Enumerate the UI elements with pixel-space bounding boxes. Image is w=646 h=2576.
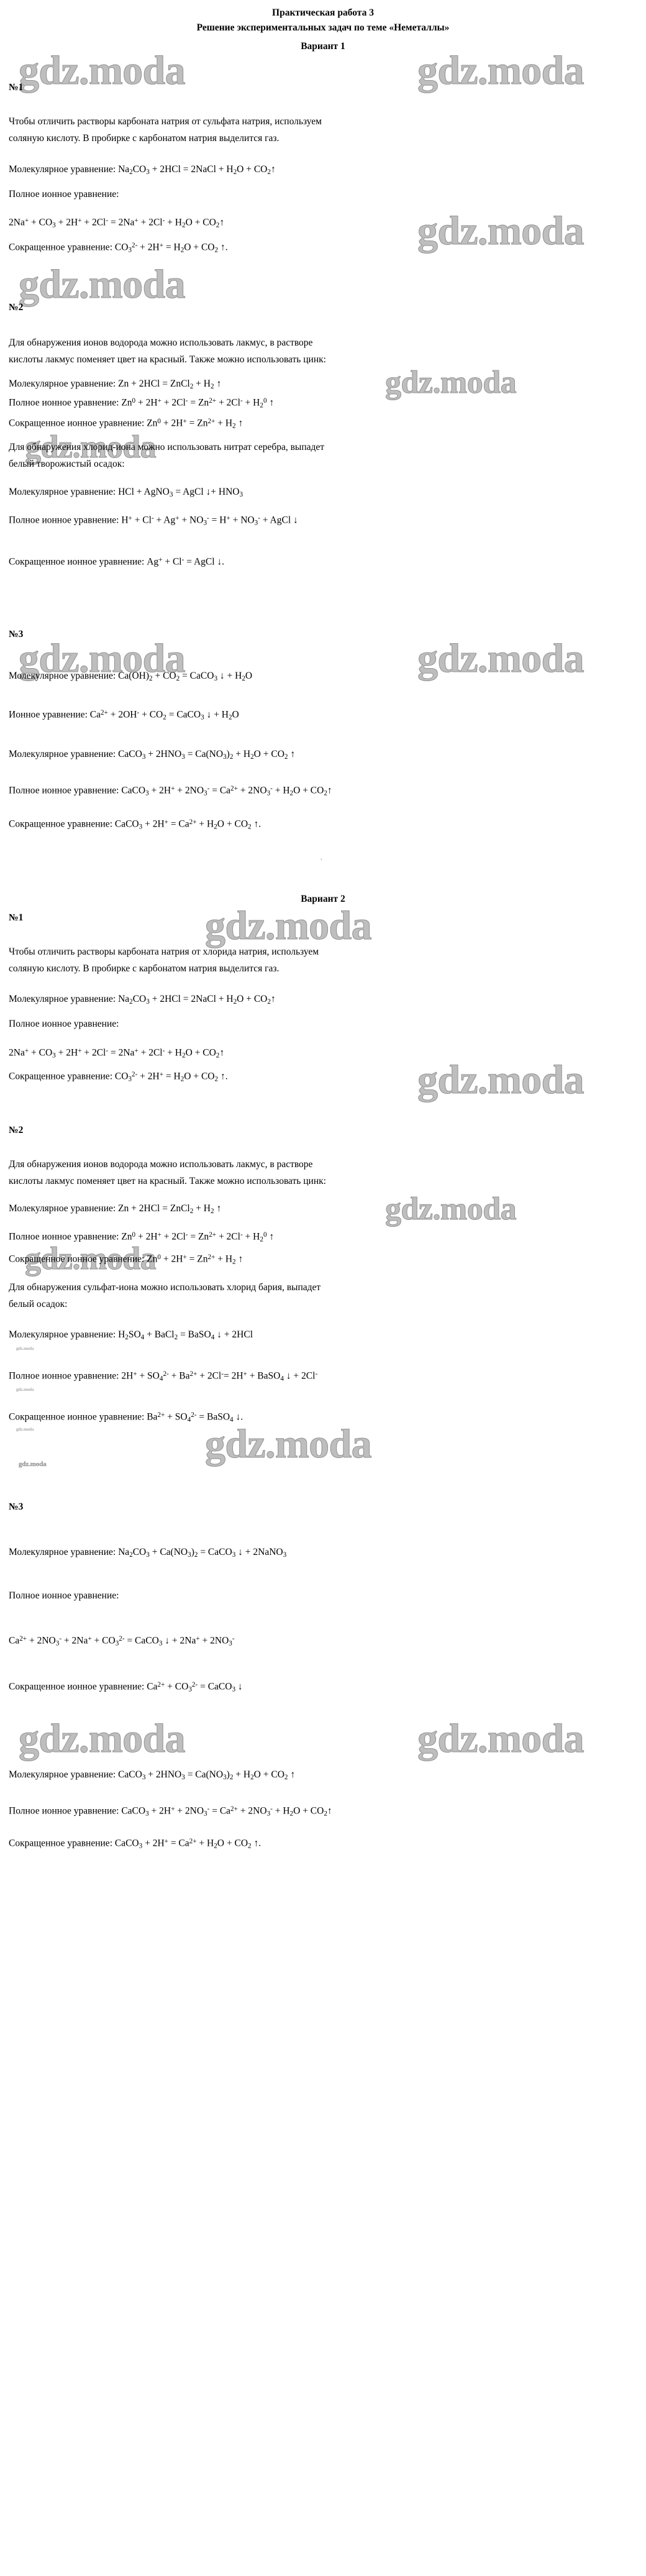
- task-paragraph: соляную кислоту. В пробирке с карбонатом…: [9, 963, 280, 974]
- equation-line: Молекулярное уравнение: Na2CO3 + 2HCl = …: [9, 164, 276, 176]
- equation-line: Полное ионное уравнение: H+ + Cl- + Ag+ …: [9, 515, 298, 527]
- equation-line: Ионное уравнение: Ca2+ + 2OH- + CO2 = Ca…: [9, 709, 239, 722]
- equation-line: 2Na+ + CO3 + 2H+ + 2Cl- = 2Na+ + 2Cl- + …: [9, 217, 225, 229]
- page-title: Практическая работа 3: [272, 7, 374, 18]
- watermark-logo: gdz.moda: [417, 48, 585, 94]
- task-paragraph: кислоты лакмус поменяет цвет на красный.…: [9, 354, 326, 365]
- watermark-logo: gdz.moda: [417, 636, 585, 682]
- equation-line: Сокращенное уравнение: CaCO3 + 2H+ = Ca2…: [9, 1838, 262, 1850]
- equation-line: Полное ионное уравнение: 2H+ + SO42- + B…: [9, 1370, 318, 1383]
- task-number: №1: [9, 82, 24, 93]
- equation-line: Полное ионное уравнение: CaCO3 + 2H+ + 2…: [9, 785, 332, 797]
- watermark-logo: gdz.moda: [417, 1057, 585, 1103]
- equation-line: Полное ионное уравнение: Zn0 + 2H+ + 2Cl…: [9, 1231, 275, 1244]
- task-paragraph: Чтобы отличить растворы карбоната натрия…: [9, 947, 319, 957]
- equation-line: Молекулярное уравнение: CaCO3 + 2HNO3 = …: [9, 749, 296, 761]
- equation-label: Полное ионное уравнение:: [9, 1019, 119, 1029]
- task-number: №3: [9, 629, 24, 639]
- equation-line: Молекулярное уравнение: H2SO4 + BaCl2 = …: [9, 1329, 253, 1341]
- watermark-logo: gdz.moda: [384, 1191, 517, 1227]
- equation-line: Сокращенное ионное уравнение: Ba2+ + SO4…: [9, 1411, 243, 1424]
- equation-line: Молекулярное уравнение: HCl + AgNO3 = Ag…: [9, 487, 243, 498]
- variant-1-heading: Вариант 1: [301, 41, 345, 52]
- equation-line: Сокращенное ионное уравнение: Ag+ + Cl- …: [9, 556, 225, 567]
- watermark-logo-small: gdz.moda: [16, 1387, 34, 1392]
- watermark-logo-small: gdz.moda: [16, 1427, 34, 1432]
- task-paragraph: белый творожистый осадок:: [9, 459, 125, 469]
- equation-line: Сокращенное уравнение: CO32- + 2H+ = H2O…: [9, 242, 228, 254]
- equation-line: Сокращенное уравнение: CaCO3 + 2H+ = Ca2…: [9, 818, 262, 831]
- equation-line: Молекулярное уравнение: CaCO3 + 2HNO3 = …: [9, 1769, 296, 1781]
- equation-line: 2Na+ + CO3 + 2H+ + 2Cl- = 2Na+ + 2Cl- + …: [9, 1047, 225, 1060]
- watermark-logo: gdz.moda: [19, 1716, 186, 1762]
- watermark-logo: gdz.moda: [417, 1716, 585, 1762]
- task-paragraph: Чтобы отличить растворы карбоната натрия…: [9, 116, 322, 127]
- equation-line: Сокращенное уравнение: CO32- + 2H+ = H2O…: [9, 1071, 228, 1083]
- watermark-logo: gdz.moda: [384, 365, 517, 401]
- task-number: №2: [9, 302, 24, 313]
- variant-2-heading: Вариант 2: [301, 894, 345, 904]
- task-paragraph: Для обнаружения хлорид-иона можно исполь…: [9, 442, 325, 452]
- equation-line: Молекулярное уравнение: Ca(OH)2 + CO2 = …: [9, 671, 253, 682]
- task-number: №3: [9, 1501, 24, 1512]
- watermark-logo: gdz.moda: [205, 1421, 373, 1467]
- task-paragraph: соляную кислоту. В пробирке с карбонатом…: [9, 133, 280, 144]
- task-paragraph: Для обнаружения сульфат-иона можно испол…: [9, 1282, 321, 1293]
- page-subtitle: Решение экспериментальных задач по теме …: [196, 22, 450, 33]
- equation-line: Сокращенное ионное уравнение: Zn0 + 2H+ …: [9, 418, 243, 430]
- equation-line: Полное ионное уравнение: Zn0 + 2H+ + 2Cl…: [9, 397, 275, 410]
- task-paragraph: белый осадок:: [9, 1299, 68, 1309]
- watermark-logo: gdz.moda: [417, 208, 585, 254]
- task-number: №2: [9, 1125, 24, 1135]
- equation-line: Молекулярное уравнение: Zn + 2HCl = ZnCl…: [9, 378, 222, 390]
- equation-label: Полное ионное уравнение:: [9, 189, 119, 199]
- task-paragraph: кислоты лакмус поменяет цвет на красный.…: [9, 1176, 326, 1186]
- watermark-logo: gdz.moda: [205, 903, 373, 949]
- equation-line: Молекулярное уравнение: Na2CO3 + 2HCl = …: [9, 994, 276, 1006]
- equation-line: Молекулярное уравнение: Na2CO3 + Ca(NO3)…: [9, 1547, 287, 1559]
- stray-dot: .: [321, 855, 322, 861]
- watermark-logo: gdz.moda: [19, 262, 186, 308]
- equation-line: Сокращенное ионное уравнение: Ca2+ + CO3…: [9, 1681, 243, 1694]
- watermark-logo-small: gdz.moda: [16, 1346, 34, 1351]
- equation-line: Сокращенное ионное уравнение: Zn0 + 2H+ …: [9, 1254, 243, 1266]
- equation-line: Молекулярное уравнение: Zn + 2HCl = ZnCl…: [9, 1203, 222, 1215]
- watermark-logo: gdz.moda: [19, 48, 186, 94]
- equation-line: Ca2+ + 2NO3- + 2Na+ + CO32- = CaCO3 ↓ + …: [9, 1635, 235, 1648]
- equation-line: Полное ионное уравнение: CaCO3 + 2H+ + 2…: [9, 1805, 332, 1818]
- task-paragraph: Для обнаружения ионов водорода можно исп…: [9, 337, 313, 348]
- watermark-logo-small: gdz.moda: [19, 1460, 47, 1468]
- task-paragraph: Для обнаружения ионов водорода можно исп…: [9, 1159, 313, 1170]
- equation-label: Полное ионное уравнение:: [9, 1590, 119, 1601]
- task-number: №1: [9, 912, 24, 923]
